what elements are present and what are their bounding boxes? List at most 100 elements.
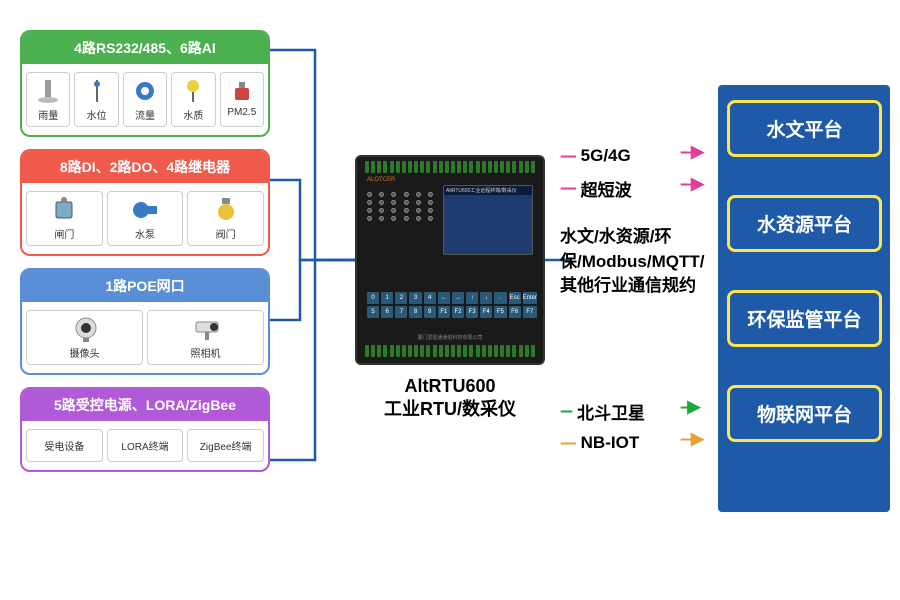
quality-icon	[179, 77, 207, 105]
keypad-key: F7	[523, 306, 537, 318]
arrow-icon: ----	[560, 178, 575, 198]
keypad-key: .	[494, 292, 506, 304]
arrow-icon: ---	[560, 401, 571, 421]
item-pump-label: 水泵	[135, 226, 155, 241]
group-power: 5路受控电源、LORA/ZigBee 受电设备 LORA终端 ZigBee终端	[20, 387, 270, 472]
item-pm25-label: PM2.5	[227, 107, 256, 118]
group-power-body: 受电设备 LORA终端 ZigBee终端	[22, 421, 268, 470]
item-gate: 闸门	[26, 191, 103, 246]
arrow-right-icon: ---▶	[680, 142, 702, 162]
comm-ultrashort-label: 超短波	[581, 176, 632, 201]
comm-nbiot: ---- NB-IOT	[560, 427, 700, 459]
flow-icon	[131, 77, 159, 105]
keypad-key: →	[452, 292, 464, 304]
item-lora-label: LORA终端	[121, 438, 168, 453]
arrow-right-icon: ---▶	[680, 429, 702, 449]
group-poe-header: 1路POE网口	[22, 270, 268, 302]
item-photo-label: 照相机	[191, 345, 221, 360]
level-icon	[83, 77, 111, 105]
keypad-key: 8	[409, 306, 421, 318]
group-sensors-header: 4路RS232/485、6路AI	[22, 32, 268, 64]
comm-nbiot-label: NB-IOT	[581, 433, 640, 453]
keypad-key: F3	[466, 306, 478, 318]
item-zigbee-label: ZigBee终端	[200, 438, 252, 453]
group-sensors: 4路RS232/485、6路AI 雨量 水位 流量 水质 PM2.5	[20, 30, 270, 137]
keypad-key: 2	[395, 292, 407, 304]
item-quality: 水质	[171, 72, 215, 127]
comms-lower: --- 北斗卫星 ---- NB-IOT	[560, 395, 700, 459]
item-zigbee: ZigBee终端	[187, 429, 264, 462]
item-level: 水位	[74, 72, 118, 127]
item-rain: 雨量	[26, 72, 70, 127]
group-sensors-body: 雨量 水位 流量 水质 PM2.5	[22, 64, 268, 135]
item-flow-label: 流量	[135, 107, 155, 122]
keypad-key: ←	[438, 292, 450, 304]
item-level-label: 水位	[87, 107, 107, 122]
keypad-key: 7	[395, 306, 407, 318]
rain-icon	[34, 77, 62, 105]
comm-5g4g: ---- 5G/4G	[560, 140, 700, 172]
group-poe-body: 摄像头 照相机	[22, 302, 268, 373]
keypad-key: F4	[480, 306, 492, 318]
keypad-key: Enter	[523, 292, 537, 304]
keypad-key: 4	[424, 292, 436, 304]
item-flow: 流量	[123, 72, 167, 127]
keypad-key: 0	[367, 292, 379, 304]
platform-hydrology: 水文平台	[727, 100, 882, 157]
item-valve: 阀门	[187, 191, 264, 246]
keypad-key: 5	[367, 306, 379, 318]
keypad-key: F1	[438, 306, 450, 318]
keypad-key: ↓	[480, 292, 492, 304]
pump-icon	[131, 196, 159, 224]
protocols-text: 水文/水资源/环保/Modbus/MQTT/其他行业通信规约	[560, 225, 720, 299]
device-leds	[367, 192, 437, 221]
comm-beidou-label: 北斗卫星	[577, 399, 645, 424]
valve-icon	[212, 196, 240, 224]
photo-icon	[192, 315, 220, 343]
group-io: 8路DI、2路DO、4路继电器 闸门 水泵 阀门	[20, 149, 270, 256]
platforms-column: 水文平台 水资源平台 环保监管平台 物联网平台	[727, 100, 882, 480]
platform-water-resource-label: 水资源平台	[757, 215, 852, 236]
device-screen-header: AltRTU600工业远程终端/数采仪	[444, 186, 532, 195]
device-name-line2: 工业RTU/数采仪	[355, 398, 545, 421]
keypad-key: F5	[494, 306, 506, 318]
platform-env: 环保监管平台	[727, 290, 882, 347]
item-pm25: PM2.5	[220, 72, 264, 127]
arrow-icon: ----	[560, 433, 575, 453]
device-keypad: 01234←→↑↓.EscEnter56789F1F2F3F4F5F6F7	[367, 292, 537, 318]
comms-upper: ---- 5G/4G ---- 超短波	[560, 140, 700, 204]
arrow-right-icon: ---▶	[680, 174, 702, 194]
pm25-icon	[228, 77, 256, 105]
group-power-header: 5路受控电源、LORA/ZigBee	[22, 389, 268, 421]
keypad-key: F2	[452, 306, 464, 318]
keypad-key: Esc	[509, 292, 521, 304]
device-terminals-top	[365, 161, 535, 175]
comm-ultrashort: ---- 超短波	[560, 172, 700, 204]
camera-icon	[71, 315, 99, 343]
platform-env-label: 环保监管平台	[747, 310, 861, 331]
keypad-key: 6	[381, 306, 393, 318]
arrow-right-icon: --▶	[680, 397, 698, 417]
platform-hydrology-label: 水文平台	[766, 120, 842, 141]
item-valve-label: 阀门	[216, 226, 236, 241]
keypad-key: 1	[381, 292, 393, 304]
item-quality-label: 水质	[183, 107, 203, 122]
item-camera: 摄像头	[26, 310, 143, 365]
keypad-key: 9	[424, 306, 436, 318]
group-io-body: 闸门 水泵 阀门	[22, 183, 268, 254]
keypad-key: 3	[409, 292, 421, 304]
platform-water-resource: 水资源平台	[727, 195, 882, 252]
device-name-line1: AltRTU600	[355, 375, 545, 398]
device-footer: 厦门爱陆通通信科技有限公司	[357, 334, 543, 341]
platform-iot-label: 物联网平台	[757, 405, 852, 426]
group-io-header: 8路DI、2路DO、4路继电器	[22, 151, 268, 183]
item-powered-device-label: 受电设备	[44, 438, 84, 453]
item-lora: LORA终端	[107, 429, 184, 462]
item-photo: 照相机	[147, 310, 264, 365]
item-pump: 水泵	[107, 191, 184, 246]
item-gate-label: 闸门	[54, 226, 74, 241]
comm-beidou: --- 北斗卫星	[560, 395, 700, 427]
platform-iot: 物联网平台	[727, 385, 882, 442]
device-label: AltRTU600 工业RTU/数采仪	[355, 375, 545, 422]
gate-icon	[50, 196, 78, 224]
